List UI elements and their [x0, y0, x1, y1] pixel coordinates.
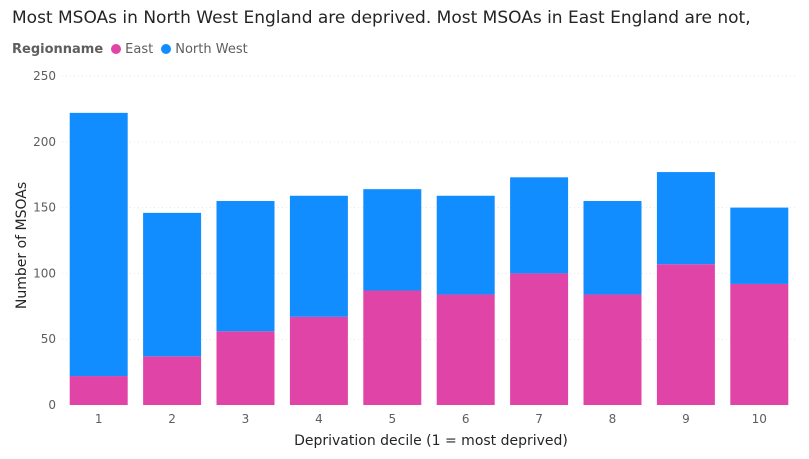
x-tick-label: 9: [682, 412, 690, 426]
bar-east-6[interactable]: [436, 294, 495, 405]
y-tick-label: 100: [33, 266, 56, 280]
bar-north-west-5[interactable]: [363, 189, 422, 291]
bar-east-5[interactable]: [363, 290, 422, 405]
x-tick-label: 8: [609, 412, 617, 426]
bar-north-west-2[interactable]: [143, 212, 202, 357]
y-tick-label: 150: [33, 201, 56, 215]
bars: [69, 112, 789, 405]
bar-east-2[interactable]: [143, 356, 202, 405]
x-axis-title: Deprivation decile (1 = most deprived): [294, 433, 568, 449]
y-axis-title: Number of MSOAs: [14, 182, 30, 309]
bar-east-4[interactable]: [289, 316, 348, 405]
y-axis-ticks: 0 50 100 150 200 250: [33, 69, 56, 412]
y-tick-label: 250: [33, 69, 56, 83]
x-tick-label: 2: [168, 412, 176, 426]
chart-title: Most MSOAs in North West England are dep…: [12, 8, 751, 28]
x-tick-label: 1: [95, 412, 103, 426]
legend-marker-north-west: [161, 44, 172, 54]
bar-east-7[interactable]: [510, 273, 569, 405]
legend-title: Regionname: [12, 41, 104, 57]
bar-north-west-10[interactable]: [730, 207, 789, 284]
legend-label-north-west: North West: [175, 41, 248, 57]
bar-north-west-3[interactable]: [216, 201, 275, 332]
bar-north-west-7[interactable]: [510, 177, 569, 274]
bar-north-west-1[interactable]: [69, 112, 128, 377]
y-tick-label: 50: [41, 332, 56, 346]
y-tick-label: 200: [33, 135, 56, 149]
x-tick-label: 5: [388, 412, 396, 426]
bar-east-1[interactable]: [69, 376, 128, 405]
bar-north-west-8[interactable]: [583, 201, 642, 295]
legend-marker-east: [111, 44, 122, 54]
bar-east-9[interactable]: [656, 264, 715, 405]
legend-item-north-west[interactable]: North West: [161, 41, 248, 57]
bar-east-3[interactable]: [216, 331, 275, 405]
bar-north-west-4[interactable]: [289, 195, 348, 317]
bar-east-10[interactable]: [730, 283, 789, 405]
x-axis-ticks: 1 2 3 4 5 6 7 8 9 10: [95, 412, 767, 426]
bar-north-west-6[interactable]: [436, 195, 495, 295]
x-tick-label: 4: [315, 412, 323, 426]
legend-item-east[interactable]: East: [111, 42, 153, 57]
x-tick-label: 7: [535, 412, 543, 426]
legend-label-east: East: [125, 41, 154, 57]
x-tick-label: 10: [752, 412, 767, 426]
x-tick-label: 6: [462, 412, 470, 426]
x-tick-label: 3: [242, 412, 250, 426]
bar-north-west-9[interactable]: [656, 172, 715, 265]
legend: Regionname East North West: [12, 40, 256, 58]
y-tick-label: 0: [48, 398, 56, 412]
bar-east-8[interactable]: [583, 294, 642, 405]
